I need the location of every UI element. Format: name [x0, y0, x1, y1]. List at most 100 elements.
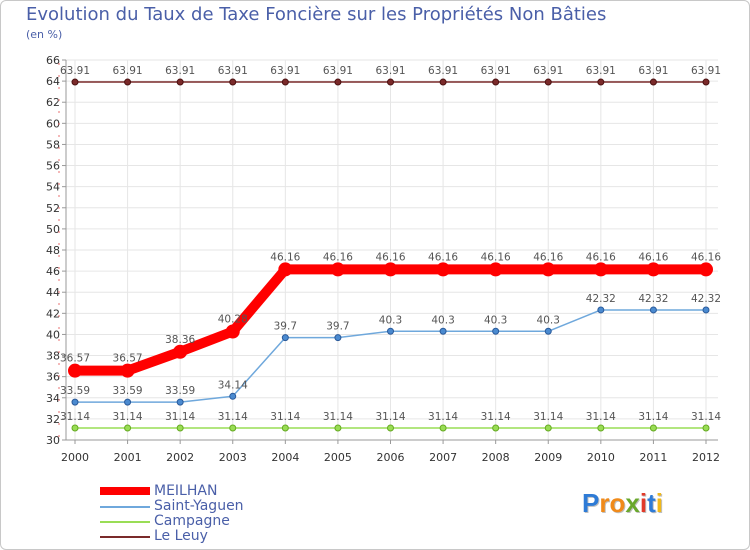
x-tick-label: 2007	[429, 451, 457, 464]
data-point	[176, 78, 184, 86]
y-tick-label: 50	[46, 223, 60, 236]
data-point	[699, 262, 713, 277]
chart-title: Evolution du Taux de Taxe Foncière sur l…	[26, 4, 607, 25]
data-point	[281, 78, 289, 86]
data-point	[439, 327, 447, 335]
y-tick-label: 62	[46, 96, 60, 109]
data-label: 63.91	[586, 65, 616, 77]
proxiti-logo: Proxiti	[582, 488, 663, 519]
x-tick-label: 2008	[482, 451, 510, 464]
x-tick-label: 2009	[534, 451, 562, 464]
data-label: 31.14	[60, 411, 90, 423]
data-label: 40.3	[537, 314, 560, 326]
data-point	[436, 262, 451, 277]
y-tick-label: 66	[46, 54, 60, 67]
y-tick-label: 54	[46, 181, 60, 194]
x-tick-label: 2003	[219, 451, 247, 464]
y-tick-label: 46	[46, 265, 60, 278]
data-point	[229, 78, 237, 86]
data-label: 63.91	[375, 65, 405, 77]
legend-label-le-leuy: Le Leuy	[154, 528, 208, 544]
data-point	[330, 262, 345, 277]
data-point	[229, 424, 237, 432]
chart-subtitle: (en %)	[26, 28, 63, 41]
y-tick-label: 56	[46, 160, 60, 173]
data-point	[593, 262, 608, 277]
y-tick-label: 34	[46, 392, 60, 405]
data-point	[68, 363, 82, 378]
data-label: 63.91	[113, 65, 143, 77]
legend-item-campagne[interactable]: Campagne	[100, 513, 350, 529]
data-label: 31.14	[533, 411, 563, 423]
data-point	[334, 424, 342, 432]
data-label: 40.3	[484, 314, 507, 326]
data-label: 46.16	[691, 251, 721, 263]
x-tick-label: 2012	[692, 451, 720, 464]
data-label: 33.59	[165, 385, 195, 397]
y-tick-label: 42	[46, 307, 60, 320]
legend-item-meilhan[interactable]: MEILHAN	[100, 483, 350, 499]
data-point	[597, 78, 605, 86]
y-tick-label: 60	[46, 117, 60, 130]
data-point	[649, 78, 657, 86]
data-label: 46.16	[586, 251, 616, 263]
legend-swatch-campagne	[100, 521, 150, 523]
data-label: 31.14	[218, 411, 248, 423]
legend-item-saint-yaguen[interactable]: Saint-Yaguen	[100, 498, 350, 514]
data-point	[544, 327, 552, 335]
data-label: 40.28	[218, 313, 248, 325]
data-label: 63.91	[533, 65, 563, 77]
data-label: 36.57	[113, 353, 143, 365]
data-point	[488, 262, 503, 277]
data-label: 31.14	[323, 411, 353, 423]
data-point	[649, 424, 657, 432]
y-tick-label: 52	[46, 202, 60, 215]
y-tick-label: 30	[46, 434, 60, 447]
data-point	[71, 398, 79, 406]
data-label: 40.3	[431, 314, 454, 326]
legend-swatch-le-leuy	[100, 536, 150, 538]
data-point	[702, 424, 710, 432]
data-label: 31.14	[113, 411, 143, 423]
data-point	[544, 424, 552, 432]
logo-letter: o	[609, 488, 626, 518]
y-tick-label: 36	[46, 371, 60, 384]
data-point	[334, 78, 342, 86]
data-label: 42.32	[691, 293, 721, 305]
legend-swatch-meilhan	[100, 487, 150, 495]
y-tick-label: 32	[46, 413, 60, 426]
legend-swatch-saint-yaguen	[100, 506, 150, 508]
legend-label-campagne: Campagne	[154, 513, 230, 529]
data-label: 31.14	[481, 411, 511, 423]
data-point	[387, 78, 394, 86]
data-label: 39.7	[274, 321, 297, 333]
data-label: 46.16	[428, 251, 458, 263]
x-tick-label: 2004	[271, 451, 299, 464]
data-label: 63.91	[638, 65, 668, 77]
data-point	[124, 78, 132, 86]
logo-letter: t	[647, 488, 656, 518]
data-point	[439, 424, 447, 432]
data-point	[597, 424, 605, 432]
data-label: 31.14	[586, 411, 616, 423]
logo-letter: i	[639, 488, 648, 518]
data-label: 34.14	[218, 379, 248, 391]
legend-item-le-leuy[interactable]: Le Leuy	[100, 528, 350, 544]
data-label: 31.14	[638, 411, 668, 423]
data-label: 31.14	[375, 411, 405, 423]
data-label: 63.91	[218, 65, 248, 77]
data-point	[383, 262, 398, 277]
data-label: 63.91	[691, 65, 721, 77]
data-point	[492, 327, 500, 335]
data-point	[173, 344, 188, 359]
data-point	[225, 324, 240, 339]
x-tick-label: 2002	[166, 451, 194, 464]
legend: MEILHAN Saint-Yaguen Campagne Le Leuy	[100, 483, 350, 544]
data-label: 39.7	[326, 321, 349, 333]
x-tick-label: 2001	[114, 451, 142, 464]
data-point	[649, 306, 657, 314]
data-point	[492, 78, 500, 86]
data-point	[281, 334, 289, 342]
y-tick-label: 40	[46, 328, 60, 341]
data-point	[702, 306, 710, 314]
